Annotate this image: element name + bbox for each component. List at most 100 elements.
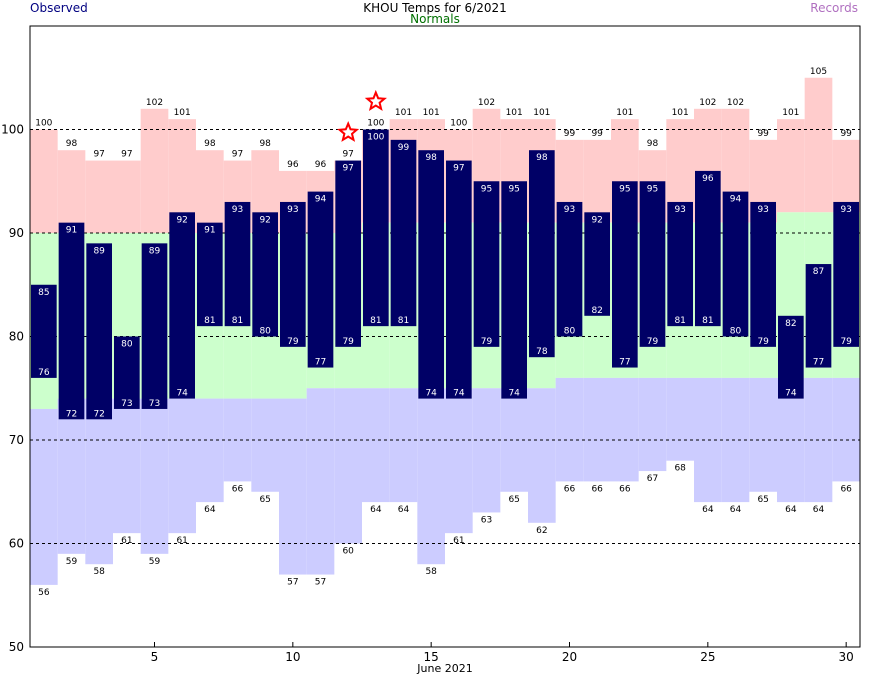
record-low-band-day-13	[362, 388, 390, 503]
record-low-band-day-15	[417, 388, 445, 565]
observed-high-label-day-14: 99	[398, 143, 410, 153]
record-high-label-day-22: 101	[616, 108, 633, 118]
record-low-label-day-26: 64	[730, 505, 742, 515]
record-high-label-day-29: 105	[810, 67, 827, 77]
record-star-icon-day-13	[364, 89, 387, 111]
observed-bar-day-18	[501, 181, 527, 399]
observed-high-label-day-25: 96	[702, 174, 714, 184]
record-high-label-day-15: 101	[423, 108, 440, 118]
observed-low-label-day-27: 79	[757, 337, 769, 347]
chart-title: KHOU Temps for 6/2021	[363, 1, 507, 15]
observed-low-label-day-8: 81	[232, 316, 243, 326]
observed-high-label-day-21: 92	[591, 215, 602, 225]
record-low-band-day-7	[196, 398, 224, 503]
record-low-label-day-4: 61	[121, 536, 132, 546]
record-low-band-day-1	[30, 408, 58, 585]
observed-low-label-day-19: 78	[536, 347, 548, 357]
observed-bar-day-25	[695, 170, 721, 327]
y-tick-label-100: 100	[1, 123, 24, 137]
observed-high-label-day-24: 93	[674, 205, 685, 215]
record-low-label-day-6: 61	[176, 536, 187, 546]
record-low-band-day-12	[334, 388, 362, 544]
record-low-label-day-20: 66	[564, 484, 576, 494]
record-high-label-day-7: 98	[204, 139, 216, 149]
record-low-label-day-8: 66	[232, 484, 244, 494]
record-low-band-day-4	[113, 398, 141, 534]
record-low-band-day-21	[583, 377, 611, 482]
record-high-label-day-21: 99	[591, 129, 603, 139]
observed-low-label-day-22: 77	[619, 358, 630, 368]
record-low-label-day-10: 57	[287, 578, 298, 588]
observed-high-label-day-22: 95	[619, 184, 630, 194]
record-low-band-day-11	[306, 388, 335, 575]
record-low-label-day-21: 66	[591, 484, 603, 494]
observed-low-label-day-10: 79	[287, 337, 299, 347]
observed-bar-day-3	[86, 243, 112, 420]
record-high-label-day-25: 102	[699, 98, 716, 108]
observed-bar-day-21	[584, 212, 610, 316]
record-low-label-day-7: 64	[204, 505, 216, 515]
observed-low-label-day-23: 79	[647, 337, 659, 347]
record-high-label-day-28: 101	[782, 108, 799, 118]
record-high-label-day-16: 100	[450, 119, 467, 129]
record-low-label-day-24: 68	[674, 464, 686, 474]
axes-layer: 50 60 70 80 90 100 5 10 15 20 25 30 June 2021	[1, 25, 861, 675]
record-high-label-day-24: 101	[672, 108, 689, 118]
value-labels-layer: 100 85 76 56 98 91 72 59 97 89 72 58 97 80 73 61 102 89 73…	[35, 67, 852, 598]
observed-bar-day-22	[612, 181, 638, 368]
record-low-band-day-16	[445, 388, 473, 534]
observed-high-label-day-4: 80	[121, 340, 133, 350]
record-low-band-day-3	[85, 398, 113, 565]
record-high-label-day-27: 99	[757, 129, 769, 139]
observed-bar-day-2	[58, 222, 85, 420]
record-high-band-day-1	[30, 129, 58, 233]
record-high-label-day-10: 96	[287, 160, 299, 170]
record-low-label-day-19: 62	[536, 526, 547, 536]
observed-bar-day-27	[750, 201, 776, 347]
record-high-band-day-4	[113, 160, 141, 233]
x-tick-label-25: 25	[700, 650, 715, 664]
observed-low-label-day-2: 72	[66, 409, 77, 419]
record-high-label-day-4: 97	[121, 150, 132, 160]
record-high-band-day-30	[832, 139, 860, 213]
observed-bar-day-23	[639, 181, 666, 347]
observed-low-label-day-13: 81	[370, 316, 381, 326]
observed-low-label-day-6: 74	[176, 389, 188, 399]
record-low-label-day-12: 60	[342, 547, 354, 557]
observed-high-label-day-8: 93	[232, 205, 243, 215]
record-high-label-day-3: 97	[93, 150, 104, 160]
record-low-band-day-30	[832, 377, 860, 482]
observed-low-label-day-28: 74	[785, 389, 797, 399]
record-high-label-day-12: 97	[342, 150, 353, 160]
observed-low-label-day-4: 73	[121, 399, 132, 409]
record-low-label-day-22: 66	[619, 484, 631, 494]
record-high-band-day-3	[85, 160, 113, 233]
record-high-label-day-5: 102	[146, 98, 163, 108]
record-low-band-day-27	[749, 377, 777, 492]
observed-bar-day-20	[556, 201, 583, 337]
observed-bar-day-4	[114, 336, 140, 409]
record-low-band-day-6	[168, 398, 196, 534]
observed-low-label-day-12: 79	[342, 337, 354, 347]
observed-high-label-day-10: 93	[287, 205, 298, 215]
observed-bar-day-16	[446, 160, 472, 399]
record-low-label-day-27: 65	[757, 495, 768, 505]
observed-low-label-day-11: 77	[315, 358, 326, 368]
observed-high-label-day-1: 85	[38, 288, 49, 298]
observed-bar-day-11	[307, 191, 334, 368]
y-tick-label-70: 70	[9, 433, 24, 447]
x-tick-label-5: 5	[151, 650, 159, 664]
record-high-label-day-9: 98	[259, 139, 271, 149]
observed-high-label-day-3: 89	[93, 246, 105, 256]
record-low-band-day-5	[140, 398, 169, 554]
observed-high-label-day-18: 95	[508, 184, 519, 194]
observed-low-label-day-16: 74	[453, 389, 465, 399]
observed-low-label-day-24: 81	[674, 316, 685, 326]
record-high-band-day-2	[57, 150, 86, 233]
observed-high-label-day-17: 95	[481, 184, 492, 194]
observed-high-label-day-13: 100	[367, 133, 384, 143]
record-low-label-day-11: 57	[315, 578, 326, 588]
observed-low-label-day-3: 72	[93, 409, 104, 419]
record-high-label-day-23: 98	[647, 139, 659, 149]
